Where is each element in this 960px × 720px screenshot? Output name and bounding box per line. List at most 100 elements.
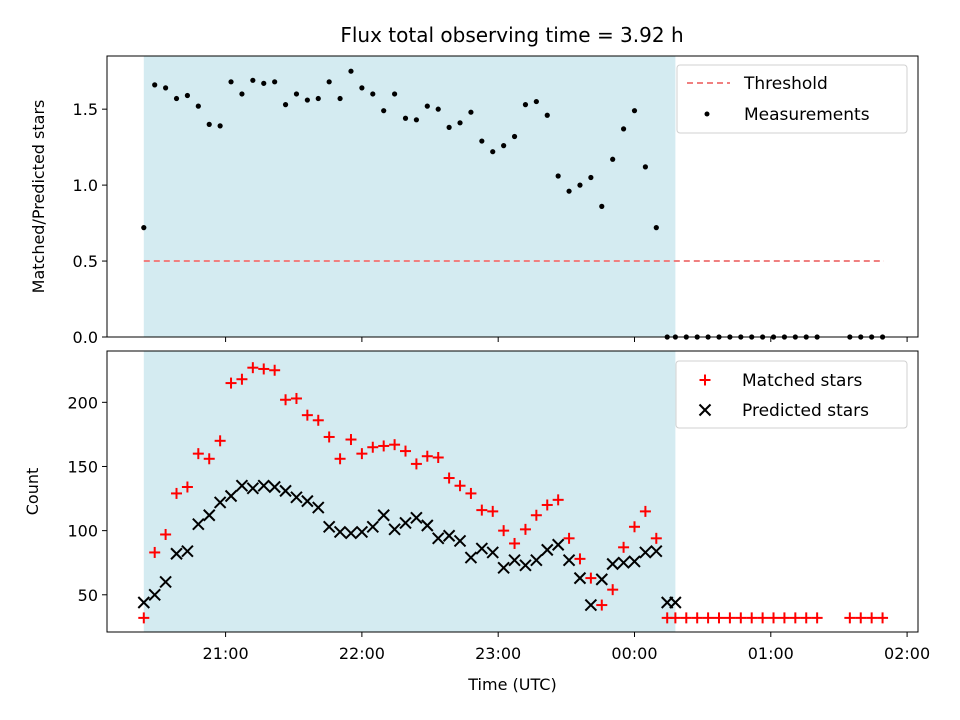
measurement-point xyxy=(610,156,616,162)
measurement-point xyxy=(206,121,212,127)
matched-star-point xyxy=(530,509,542,521)
matched-star-points xyxy=(138,362,889,624)
predicted-legend-label: Predicted stars xyxy=(742,401,869,421)
x-tick-label: 22:00 xyxy=(339,644,385,663)
measurement-point xyxy=(435,106,441,112)
predicted-star-point xyxy=(551,538,565,551)
predicted-legend-marker-b xyxy=(698,403,712,417)
measurement-point xyxy=(511,133,518,140)
measurement-point xyxy=(315,95,321,102)
x-axis-label: Time (UTC) xyxy=(467,675,556,694)
matched-legend-marker xyxy=(699,374,711,386)
matched-star-point xyxy=(691,612,703,624)
matched-star-point xyxy=(800,612,812,624)
predicted-star-point-b xyxy=(669,596,682,609)
predicted-star-point xyxy=(497,561,510,575)
predicted-star-point xyxy=(148,588,161,601)
predicted-star-point xyxy=(344,526,358,540)
predicted-star-point xyxy=(257,479,270,492)
bottom-y-ticks: 50 100 150 200 xyxy=(67,393,107,605)
matched-star-point xyxy=(574,553,586,565)
predicted-star-point-b xyxy=(486,546,499,559)
matched-star-point xyxy=(290,392,302,404)
predicted-star-point-b xyxy=(584,598,598,612)
measurement-point xyxy=(228,79,234,85)
top-panel: 0.0 0.5 1.0 1.5 Matched/Predicted stars Thr… xyxy=(29,55,919,347)
matched-star-point xyxy=(465,487,477,499)
predicted-star-point-b xyxy=(562,553,576,567)
predicted-star-point xyxy=(301,494,314,508)
bottom-y-axis-label: Count xyxy=(23,468,42,516)
predicted-star-point xyxy=(388,523,401,536)
measurement-point xyxy=(642,164,648,170)
matched-star-point xyxy=(149,546,161,558)
matched-star-point xyxy=(877,612,889,624)
matched-star-point xyxy=(585,572,597,584)
predicted-star-point-b xyxy=(617,556,630,569)
measurement-point xyxy=(184,92,191,99)
matched-star-point xyxy=(367,441,379,453)
predicted-star-point-b xyxy=(453,534,467,548)
top-observing-window xyxy=(143,56,676,337)
matched-star-point xyxy=(421,450,433,462)
bottom-panel: 50 100 150 200 21:00 22:00 23:00 00:00 01:00 02:… xyxy=(23,350,930,694)
predicted-star-point-b xyxy=(432,532,445,545)
matched-star-point xyxy=(323,431,335,443)
measurement-point xyxy=(217,123,223,129)
measurement-point xyxy=(653,225,659,231)
measurement-point xyxy=(413,117,420,123)
matched-star-point xyxy=(746,612,758,624)
predicted-star-point xyxy=(639,546,652,559)
matched-star-point xyxy=(596,599,608,611)
matched-star-point xyxy=(789,612,801,624)
measurement-point xyxy=(173,95,180,102)
predicted-star-point xyxy=(508,553,521,567)
predicted-star-point xyxy=(290,491,303,504)
x-tick-label: 23:00 xyxy=(475,644,521,663)
predicted-star-point-b xyxy=(606,557,619,571)
bottom-y-tick-label: 200 xyxy=(67,393,98,412)
matched-star-point xyxy=(334,453,346,465)
predicted-star-point xyxy=(246,482,260,495)
predicted-star-point xyxy=(366,520,379,533)
predicted-star-point xyxy=(355,525,369,539)
top-axes-frame xyxy=(106,55,919,338)
measurement-point xyxy=(599,203,605,209)
predicted-star-point-b xyxy=(541,543,554,557)
measurement-point xyxy=(195,103,201,109)
matched-star-point xyxy=(552,494,564,506)
measurement-point xyxy=(501,143,507,149)
matched-star-point xyxy=(487,505,499,517)
predicted-star-point xyxy=(181,544,194,558)
matched-star-point xyxy=(356,448,368,460)
predicted-star-point xyxy=(268,480,281,494)
predicted-star-point xyxy=(322,520,336,533)
measurement-point xyxy=(163,85,169,91)
predicted-star-point-b xyxy=(650,544,663,558)
predicted-star-point-b xyxy=(148,588,161,601)
matched-star-point xyxy=(214,435,226,447)
matched-star-point xyxy=(160,528,172,540)
predicted-star-point-b xyxy=(573,571,587,585)
predicted-star-point xyxy=(224,489,238,503)
measurement-point xyxy=(620,126,627,132)
predicted-star-point xyxy=(628,555,641,568)
measurement-point xyxy=(272,79,278,85)
predicted-star-point xyxy=(584,598,598,612)
predicted-star-point-b xyxy=(159,575,172,589)
bottom-y-tick-label: 50 xyxy=(78,586,98,605)
predicted-star-point-b xyxy=(377,509,390,522)
predicted-star-point xyxy=(333,525,347,539)
measurement-point xyxy=(468,109,474,115)
measurement-point xyxy=(152,82,158,88)
matched-star-point xyxy=(778,612,790,624)
matched-star-point xyxy=(443,472,455,484)
matched-legend-swatch xyxy=(699,374,711,386)
chart-title: Flux total observing time = 3.92 h xyxy=(340,23,683,47)
predicted-star-point xyxy=(170,547,183,560)
predicted-star-point xyxy=(377,509,390,522)
measurement-point xyxy=(141,225,147,231)
predicted-star-point-b xyxy=(551,538,565,551)
measurement-point xyxy=(566,188,572,194)
predicted-star-point-b xyxy=(312,501,325,514)
